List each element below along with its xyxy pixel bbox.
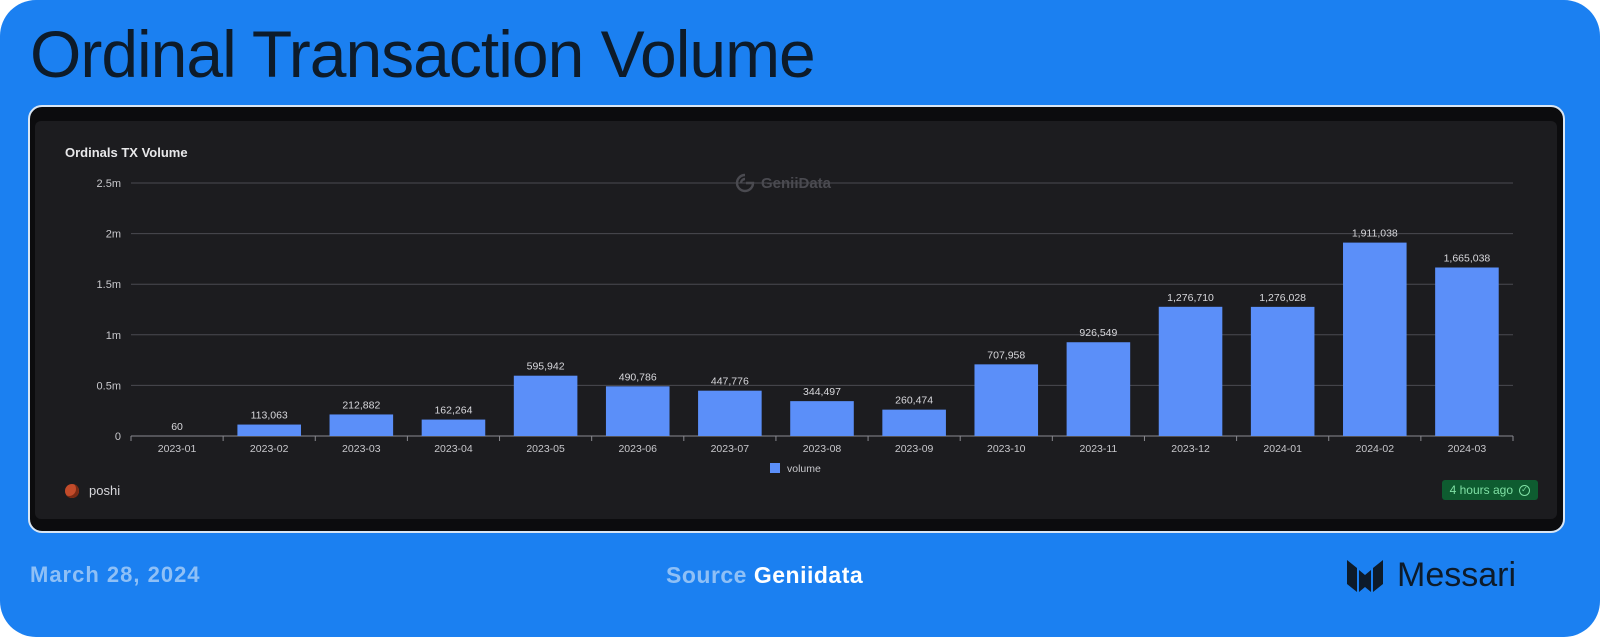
- refresh-status-text: 4 hours ago: [1449, 483, 1513, 497]
- data-label: 1,911,038: [1352, 228, 1398, 240]
- publish-date: March 28, 2024: [30, 562, 201, 587]
- y-tick-label: 0.5m: [97, 380, 121, 392]
- chart-panel: Ordinals TX Volume GeniiData 0 0.5m 1m 1.5m…: [35, 121, 1557, 519]
- brand-name: Messari: [1397, 556, 1517, 594]
- check-circle-icon: ✓: [1519, 484, 1530, 496]
- data-label: 212,882: [342, 399, 380, 411]
- bar: [421, 419, 486, 436]
- author[interactable]: poshi: [65, 483, 120, 498]
- y-tick-label: 0: [115, 431, 121, 443]
- data-label: 260,474: [895, 395, 933, 407]
- bar: [1435, 267, 1499, 436]
- data-label: 707,958: [987, 349, 1025, 361]
- x-tick-label: 2023-11: [1080, 443, 1118, 455]
- data-label: 1,665,038: [1444, 252, 1491, 264]
- x-tick-label: 2023-07: [711, 443, 750, 455]
- data-label: 595,942: [527, 361, 565, 373]
- x-tick-label: 2023-03: [342, 443, 381, 455]
- bar: [513, 375, 578, 436]
- x-tick-label: 2024-02: [1356, 443, 1395, 455]
- data-label: 447,776: [711, 376, 749, 388]
- bar-chart: 0 0.5m 1m 1.5m 2m 2.5m 60 2023-01 113,063 2023-02…: [97, 178, 1514, 475]
- data-label: 490,786: [619, 371, 657, 383]
- data-label: 113,063: [251, 410, 288, 422]
- bar: [974, 364, 1039, 436]
- x-tick-label: 2023-04: [434, 443, 473, 455]
- author-name: poshi: [89, 483, 121, 498]
- source-label: Source: [666, 562, 747, 588]
- x-tick-label: 2023-01: [158, 443, 197, 455]
- brand-logo: Messari: [1345, 556, 1516, 595]
- y-tick-label: 2.5m: [97, 178, 121, 190]
- bar: [605, 386, 670, 436]
- bar: [1250, 306, 1315, 436]
- x-tick-label: 2024-01: [1263, 443, 1302, 455]
- bar: [698, 390, 762, 436]
- x-tick-label: 2023-08: [803, 443, 842, 455]
- data-label: 344,497: [803, 386, 841, 398]
- x-tick-label: 2024-03: [1448, 443, 1487, 455]
- bar: [329, 414, 394, 436]
- x-tick-label: 2023-02: [250, 443, 289, 455]
- data-label: 60: [171, 421, 183, 433]
- source-credit: Source Geniidata: [666, 562, 863, 589]
- y-tick-label: 1m: [106, 330, 121, 342]
- x-tick-label: 2023-06: [618, 443, 657, 455]
- data-label: 162,264: [434, 405, 472, 417]
- bar: [237, 424, 301, 436]
- x-tick-label: 2023-09: [895, 443, 934, 455]
- source-name: Geniidata: [753, 562, 864, 588]
- data-label: 1,276,028: [1259, 292, 1306, 304]
- bar: [1343, 242, 1407, 436]
- avatar-icon: [65, 483, 79, 498]
- chart-title: Ordinals TX Volume: [65, 145, 188, 160]
- x-tick-label: 2023-12: [1171, 443, 1210, 455]
- y-tick-label: 2m: [106, 229, 121, 241]
- x-tick-label: 2023-05: [526, 443, 565, 455]
- chart-frame: Ordinals TX Volume GeniiData 0 0.5m 1m 1.5m…: [28, 105, 1565, 533]
- refresh-status-badge[interactable]: 4 hours ago ✓: [1441, 480, 1538, 500]
- x-tick-label: 2023-10: [987, 443, 1026, 455]
- data-label: 926,549: [1079, 327, 1117, 339]
- bar: [790, 401, 854, 436]
- messari-logo-icon: [1347, 559, 1383, 592]
- page-title: Ordinal Transaction Volume: [30, 17, 816, 91]
- legend-swatch: [770, 463, 780, 473]
- bar: [882, 409, 946, 436]
- bar: [1066, 342, 1131, 436]
- bar: [1158, 306, 1223, 436]
- y-tick-label: 1.5m: [97, 279, 121, 291]
- legend-label: volume: [787, 463, 821, 475]
- data-label: 1,276,710: [1167, 292, 1214, 304]
